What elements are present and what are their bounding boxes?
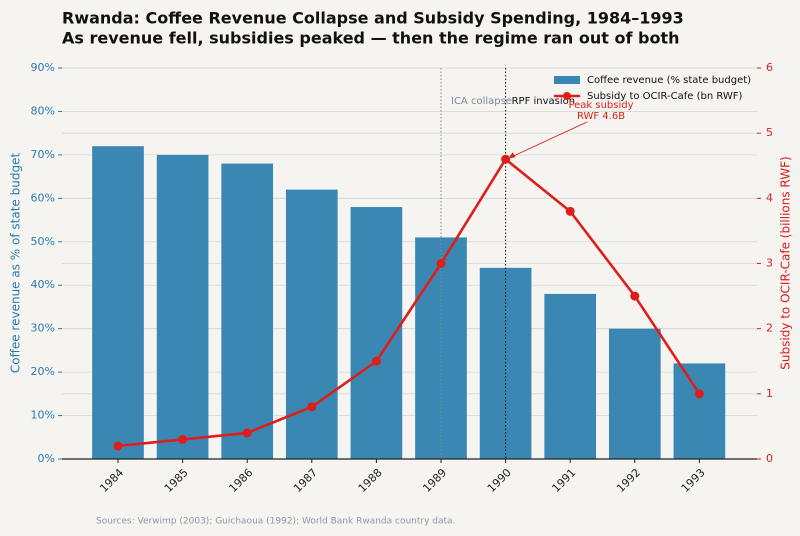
line — [117, 157, 701, 448]
y-tick-label: 0% — [38, 452, 55, 465]
y2-tick-label: 1 — [766, 387, 773, 400]
bar — [608, 328, 661, 459]
y-tick-label: 80% — [31, 104, 55, 117]
point — [565, 206, 575, 216]
chart-title: Rwanda: Coffee Revenue Collapse and Subs… — [62, 9, 684, 28]
y2-tick-label: 6 — [766, 61, 773, 74]
point — [178, 434, 188, 444]
annotation-text: RWF 4.6B — [577, 111, 625, 122]
annotation-text: Peak subsidy — [568, 100, 633, 111]
event-label: RPF invasion — [512, 96, 576, 107]
bar — [221, 163, 274, 460]
event-label: ICA collapse — [451, 96, 512, 107]
y-tick-label: 30% — [31, 322, 55, 335]
y2-tick-label: 3 — [766, 257, 773, 270]
point — [307, 402, 317, 412]
y-tick-label: 20% — [31, 365, 55, 378]
y2-tick-label: 2 — [766, 322, 773, 335]
y-tick-label: 90% — [31, 61, 55, 74]
y2-tick-label: 4 — [766, 191, 773, 204]
chart-subtitle: As revenue fell, subsidies peaked — then… — [62, 29, 680, 48]
bar — [156, 154, 209, 459]
point — [694, 389, 704, 399]
annotation-arrow — [508, 121, 588, 159]
source-note: Sources: Verwimp (2003); Guichaoua (1992… — [96, 517, 455, 527]
point — [242, 428, 252, 438]
legend-swatch — [554, 76, 580, 84]
legend-label: Subsidy to OCIR-Cafe (bn RWF) — [587, 91, 743, 102]
bar — [544, 293, 597, 459]
bar — [673, 363, 726, 459]
y2-tick-label: 5 — [766, 126, 773, 139]
bar — [92, 146, 144, 459]
annotation-arrowhead — [508, 152, 516, 159]
y-tick-label: 70% — [31, 148, 55, 161]
point — [630, 291, 640, 301]
point — [436, 259, 446, 268]
y-axis-label: Coffee revenue as % of state budget — [9, 153, 23, 374]
bar — [285, 189, 338, 459]
y2-tick-label: 0 — [766, 452, 773, 465]
y-tick-label: 40% — [31, 278, 55, 291]
legend-marker — [563, 92, 571, 100]
legend-label: Coffee revenue (% state budget) — [587, 75, 751, 86]
point — [501, 154, 511, 164]
point — [113, 441, 123, 451]
y-tick-label: 60% — [31, 191, 55, 204]
y2-axis-label: Subsidy to OCIR-Cafe (billions RWF) — [779, 156, 793, 369]
point — [371, 356, 381, 366]
y-tick-label: 10% — [31, 409, 55, 422]
y-tick-label: 50% — [31, 235, 55, 248]
